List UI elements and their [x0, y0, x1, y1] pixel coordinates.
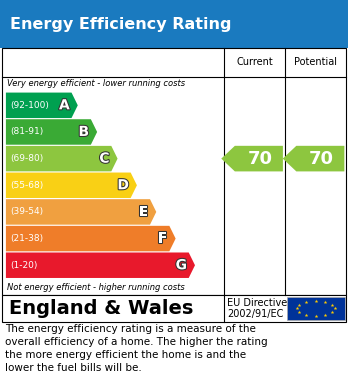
Bar	[0, 0, 348, 48]
Text: (69-80): (69-80)	[10, 154, 44, 163]
Polygon shape	[6, 172, 137, 198]
Text: G: G	[176, 258, 187, 272]
Text: (81-91): (81-91)	[10, 127, 44, 136]
Polygon shape	[6, 199, 156, 225]
Text: A: A	[59, 98, 70, 112]
Text: 70: 70	[309, 150, 334, 168]
Text: (21-38): (21-38)	[10, 234, 43, 243]
Polygon shape	[221, 146, 283, 171]
Text: Energy Efficiency Rating: Energy Efficiency Rating	[10, 16, 232, 32]
Text: B: B	[79, 125, 89, 139]
Text: D: D	[117, 178, 129, 192]
Polygon shape	[6, 226, 176, 251]
Polygon shape	[283, 146, 345, 171]
Text: (1-20): (1-20)	[10, 261, 38, 270]
Text: Not energy efficient - higher running costs: Not energy efficient - higher running co…	[7, 283, 185, 292]
Text: Very energy efficient - lower running costs: Very energy efficient - lower running co…	[7, 79, 185, 88]
Text: England & Wales: England & Wales	[9, 299, 193, 318]
Polygon shape	[6, 146, 118, 171]
Bar	[287, 297, 345, 320]
Text: 70: 70	[248, 150, 273, 168]
Text: Potential: Potential	[294, 57, 337, 67]
Polygon shape	[6, 93, 78, 118]
Text: E: E	[139, 205, 148, 219]
Text: Current: Current	[236, 57, 273, 67]
Text: (39-54): (39-54)	[10, 207, 43, 217]
Text: EU Directive
2002/91/EC: EU Directive 2002/91/EC	[227, 298, 287, 319]
Text: F: F	[158, 231, 168, 246]
Text: (92-100): (92-100)	[10, 101, 49, 110]
Bar	[2, 295, 346, 322]
Text: (55-68): (55-68)	[10, 181, 44, 190]
Polygon shape	[6, 253, 195, 278]
Text: C: C	[99, 152, 110, 166]
Text: The energy efficiency rating is a measure of the
overall efficiency of a home. T: The energy efficiency rating is a measur…	[5, 324, 268, 373]
Bar	[2, 48, 346, 295]
Polygon shape	[6, 119, 97, 145]
